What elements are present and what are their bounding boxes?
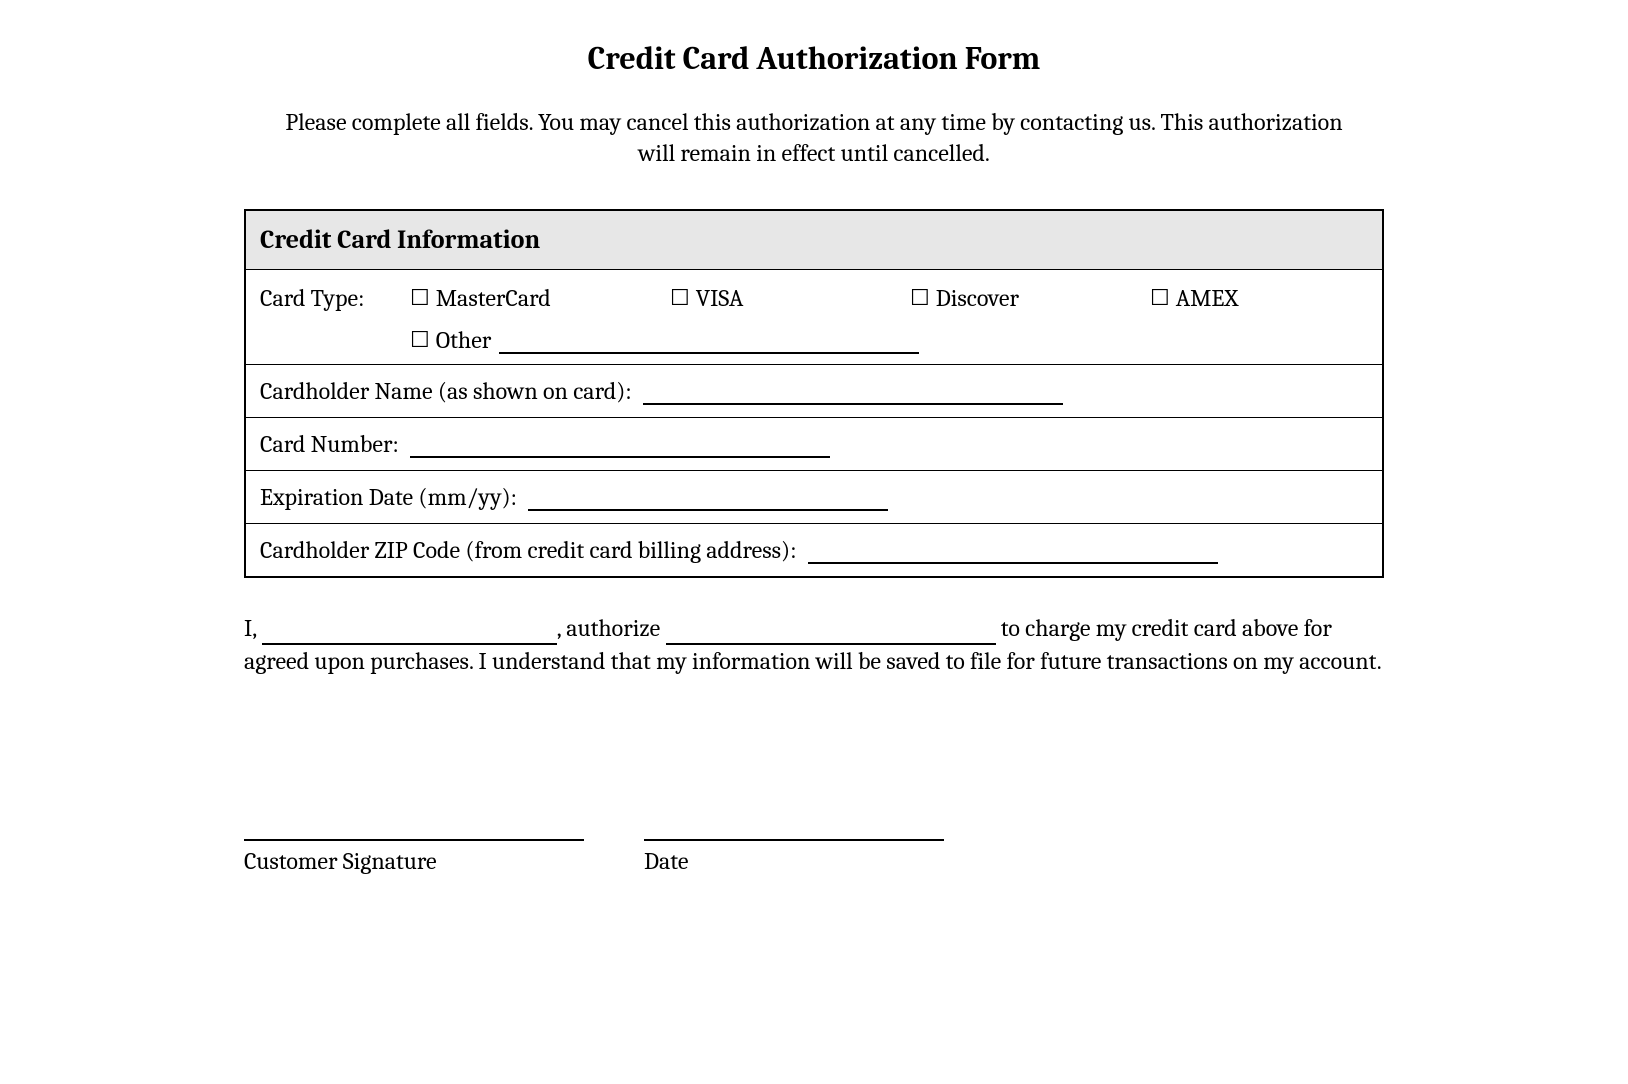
card-type-option-label: Discover xyxy=(936,284,1019,312)
card-type-option-mastercard[interactable]: ☐ MasterCard xyxy=(410,284,670,312)
date-label: Date xyxy=(644,847,944,875)
zip-label: Cardholder ZIP Code (from credit card bi… xyxy=(260,536,796,564)
cardholder-name-row: Cardholder Name (as shown on card): xyxy=(245,365,1383,418)
checkbox-icon: ☐ xyxy=(670,285,690,311)
card-number-row: Card Number: xyxy=(245,418,1383,471)
card-type-option-label: VISA xyxy=(696,284,744,312)
card-type-option-discover[interactable]: ☐ Discover xyxy=(910,284,1150,312)
form-instructions: Please complete all fields. You may canc… xyxy=(274,107,1354,169)
checkbox-icon: ☐ xyxy=(410,285,430,311)
card-type-option-label: MasterCard xyxy=(436,284,551,312)
section-header: Credit Card Information xyxy=(245,210,1383,270)
merchant-name-line[interactable] xyxy=(666,623,996,645)
expiration-label: Expiration Date (mm/yy): xyxy=(260,483,517,511)
checkbox-icon: ☐ xyxy=(910,285,930,311)
zip-row: Cardholder ZIP Code (from credit card bi… xyxy=(245,524,1383,578)
date-block: Date xyxy=(644,837,944,875)
card-type-label: Card Type: xyxy=(260,284,410,312)
expiration-row: Expiration Date (mm/yy): xyxy=(245,471,1383,524)
signature-row: Customer Signature Date xyxy=(244,837,1384,875)
zip-input-line[interactable] xyxy=(808,540,1218,564)
card-type-option-label: Other xyxy=(436,326,492,354)
authorizer-name-line[interactable] xyxy=(262,623,557,645)
expiration-input-line[interactable] xyxy=(528,487,888,511)
customer-signature-line[interactable] xyxy=(244,837,584,841)
customer-signature-label: Customer Signature xyxy=(244,847,584,875)
credit-card-info-table: Credit Card Information Card Type: ☐ Mas… xyxy=(244,209,1384,578)
card-type-option-label: AMEX xyxy=(1176,284,1238,312)
checkbox-icon: ☐ xyxy=(1150,285,1170,311)
form-page: Credit Card Authorization Form Please co… xyxy=(244,40,1384,875)
checkbox-icon: ☐ xyxy=(410,327,430,353)
card-type-option-visa[interactable]: ☐ VISA xyxy=(670,284,910,312)
date-line[interactable] xyxy=(644,837,944,841)
customer-signature-block: Customer Signature xyxy=(244,837,584,875)
cardholder-name-label: Cardholder Name (as shown on card): xyxy=(260,377,631,405)
other-input-line[interactable] xyxy=(499,330,919,354)
cardholder-name-input-line[interactable] xyxy=(643,381,1063,405)
card-type-row: Card Type: ☐ MasterCard ☐ VISA ☐ Discove… xyxy=(245,270,1383,365)
card-number-label: Card Number: xyxy=(260,430,399,458)
auth-text-mid1: , authorize xyxy=(557,614,661,642)
form-title: Credit Card Authorization Form xyxy=(244,40,1384,77)
card-type-option-other[interactable]: ☐ Other xyxy=(410,326,491,354)
auth-text-prefix: I, xyxy=(244,614,256,642)
card-type-option-amex[interactable]: ☐ AMEX xyxy=(1150,284,1368,312)
authorization-paragraph: I, , authorize to charge my credit card … xyxy=(244,612,1384,677)
card-number-input-line[interactable] xyxy=(410,434,830,458)
